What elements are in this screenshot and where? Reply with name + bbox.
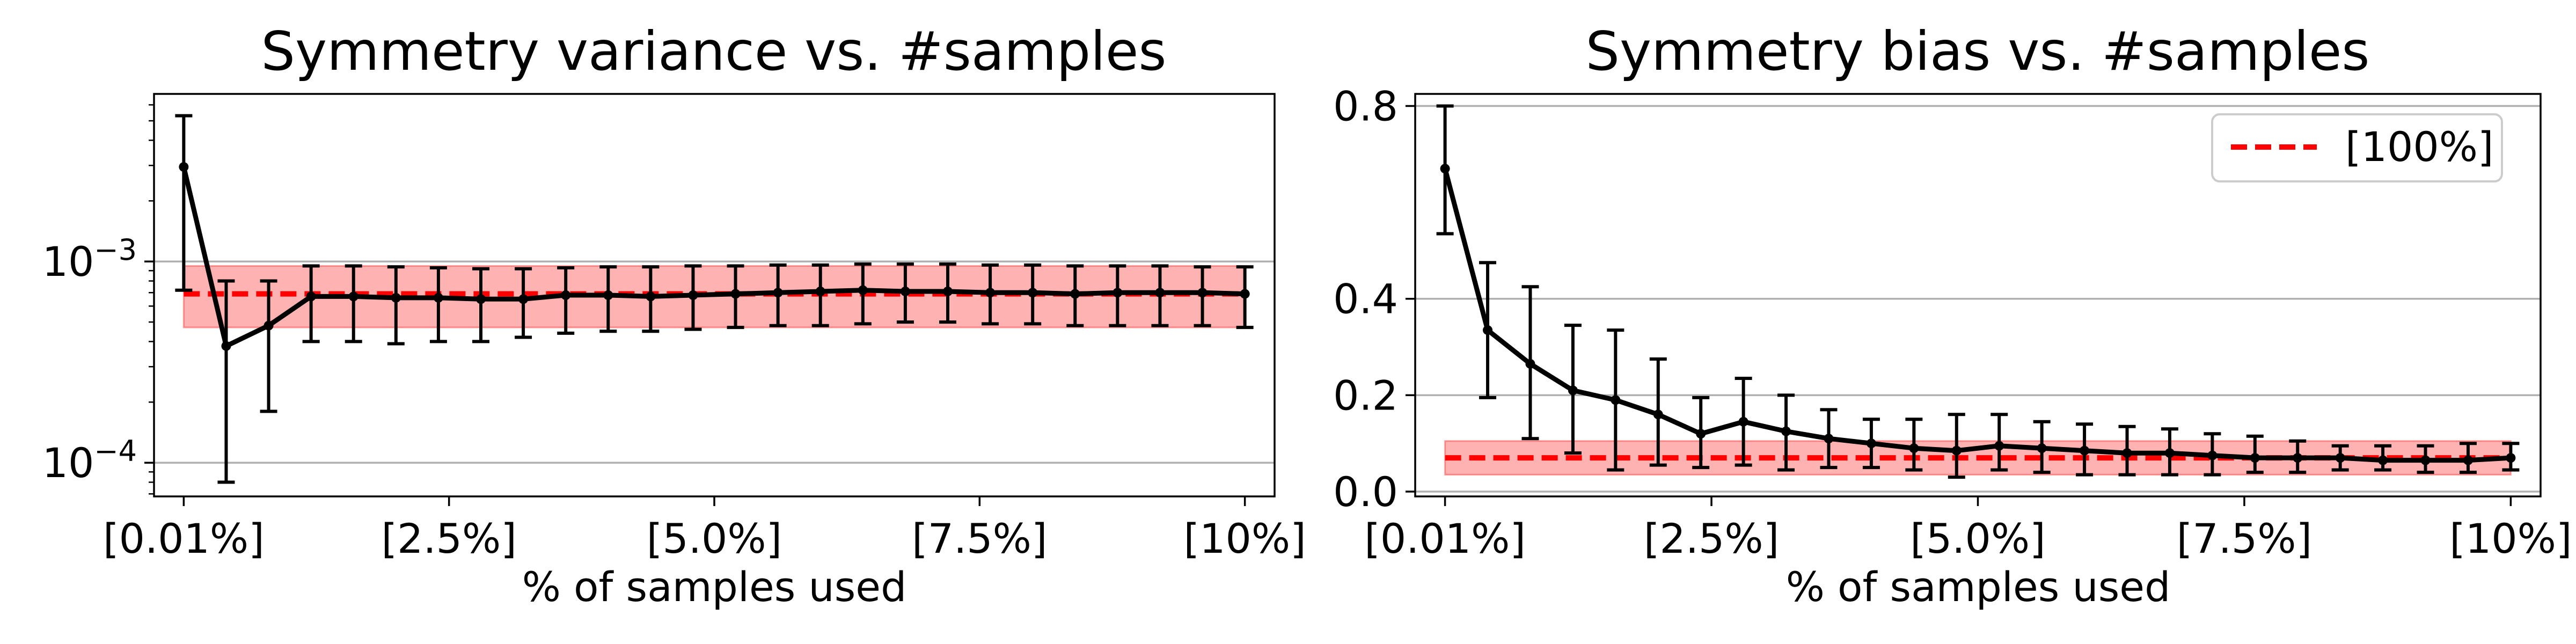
data-point — [985, 288, 996, 298]
data-point — [476, 294, 486, 304]
data-point — [1568, 385, 1578, 396]
error-bars — [1436, 104, 2520, 479]
data-point — [603, 290, 613, 300]
y-tick-exponent: −4 — [94, 434, 137, 468]
data-point — [264, 320, 274, 331]
data-point — [348, 291, 358, 302]
data-point — [900, 286, 910, 296]
y-gridlines — [144, 260, 1275, 506]
legend-label: [100%] — [2345, 123, 2494, 171]
data-point — [1240, 289, 1250, 299]
mean-line-layer — [181, 166, 1245, 349]
x-tick-label: [10%] — [2449, 515, 2572, 562]
x-tick-label: [7.5%] — [2177, 515, 2312, 562]
data-point — [1028, 288, 1038, 298]
x-tick-label: [0.01%] — [1364, 515, 1526, 562]
data-point — [773, 288, 783, 298]
data-point — [391, 292, 401, 303]
data-points — [1440, 164, 2516, 465]
legend: [100%] — [2211, 113, 2503, 182]
data-point — [1525, 358, 1535, 369]
data-point — [433, 292, 443, 303]
data-point — [518, 294, 529, 304]
data-point — [1738, 416, 1748, 427]
x-tick-label: [5.0%] — [647, 515, 782, 562]
data-point — [1951, 445, 1962, 456]
y-tick-base: 10 — [42, 439, 94, 487]
x-axis-label: % of samples used — [1786, 563, 2171, 611]
data-point — [2207, 450, 2218, 460]
y-tick-label: 10−3 — [42, 233, 137, 286]
bias-chart-panel: Symmetry bias vs. #samples [0.01%] [2.5%… — [1333, 20, 2572, 611]
x-tick-label: [2.5%] — [1644, 515, 1779, 562]
y-tick-exponent: −3 — [94, 233, 137, 267]
data-point — [1866, 438, 1876, 449]
data-point — [1909, 443, 1919, 453]
x-tick-label: [10%] — [1184, 515, 1306, 562]
data-point — [2420, 455, 2431, 465]
mean-line — [181, 166, 1245, 349]
data-point — [2080, 445, 2090, 456]
data-point — [1155, 288, 1165, 298]
data-point — [2250, 453, 2260, 463]
y-axis-ticks: 0.0 0.2 0.4 0.8 — [1333, 82, 1398, 516]
data-point — [2293, 453, 2303, 463]
mean-line-layer — [1443, 168, 2511, 463]
data-point — [2378, 455, 2388, 465]
data-points — [179, 162, 1250, 351]
data-point — [1440, 164, 1450, 174]
data-point — [943, 286, 953, 296]
chart-title: Symmetry bias vs. #samples — [1585, 20, 2369, 83]
data-point — [2164, 448, 2175, 458]
x-tick-label: [0.01%] — [103, 515, 265, 562]
data-point — [2506, 453, 2516, 463]
data-point — [1824, 434, 1834, 444]
data-point — [2463, 455, 2473, 465]
data-point — [1483, 325, 1493, 335]
data-point — [2335, 453, 2345, 463]
data-point — [858, 285, 868, 295]
x-tick-label: [5.0%] — [1910, 515, 2045, 562]
plot-frame — [1414, 93, 2542, 497]
y-tick-label: 0.0 — [1333, 468, 1398, 516]
data-point — [2122, 448, 2132, 458]
variance-chart-panel: Symmetry variance vs. #samples [0.01%] [… — [42, 20, 1306, 611]
data-point — [1696, 429, 1706, 439]
data-point — [1197, 288, 1208, 298]
data-point — [561, 290, 571, 300]
x-axis-ticks: [0.01%] [2.5%] [5.0%] [7.5%] [10%] — [1364, 515, 2572, 562]
data-point — [179, 162, 189, 172]
y-gridlines — [1406, 105, 2541, 506]
y-tick-label: 0.4 — [1333, 275, 1398, 323]
data-point — [221, 341, 231, 351]
data-point — [646, 291, 656, 302]
data-point — [1611, 395, 1621, 405]
data-point — [1994, 441, 2004, 451]
mean-line — [1443, 168, 2511, 463]
y-tick-label: 10−4 — [42, 434, 137, 487]
y-tick-base: 10 — [42, 238, 94, 286]
data-point — [1653, 409, 1663, 420]
chart-title: Symmetry variance vs. #samples — [261, 20, 1167, 83]
x-tick-label: [7.5%] — [912, 515, 1047, 562]
plot-frame — [153, 93, 1276, 497]
data-point — [730, 289, 741, 299]
data-point — [306, 291, 316, 302]
data-point — [2037, 443, 2047, 453]
data-point — [1070, 289, 1080, 299]
y-tick-label: 0.2 — [1333, 371, 1398, 419]
x-tick-label: [2.5%] — [381, 515, 516, 562]
data-point — [1781, 426, 1791, 436]
data-point — [688, 290, 698, 300]
x-axis-label: % of samples used — [522, 563, 907, 611]
y-tick-label: 0.8 — [1333, 82, 1398, 130]
y-axis-ticks: 10−3 10−4 — [42, 233, 137, 487]
legend-box — [2211, 113, 2503, 182]
x-axis-ticks: [0.01%] [2.5%] [5.0%] [7.5%] [10%] — [103, 515, 1306, 562]
data-point — [815, 286, 825, 296]
data-point — [1113, 288, 1123, 298]
